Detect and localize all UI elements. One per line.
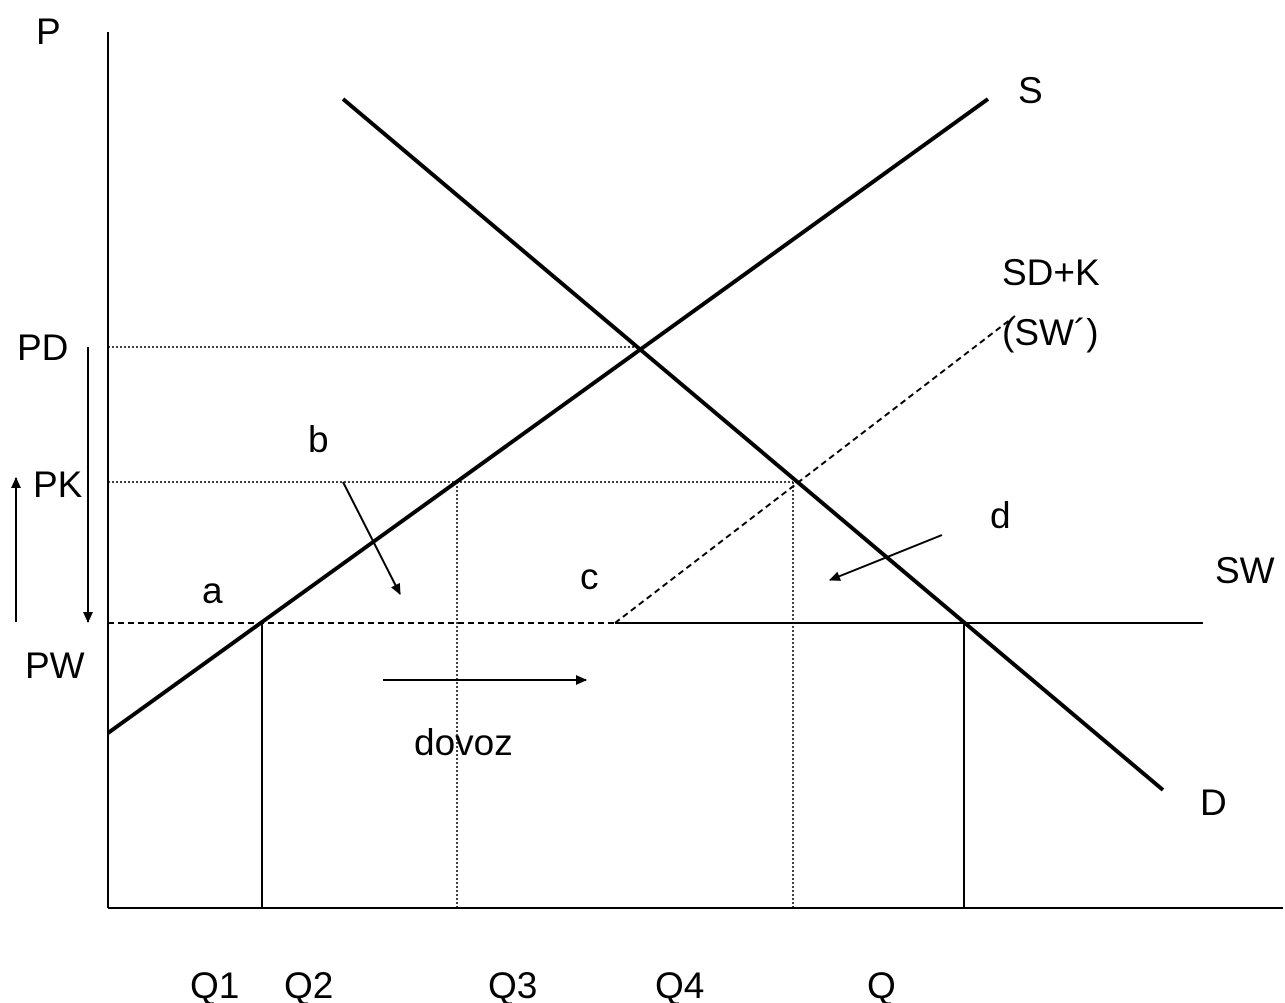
x-tick-q2: Q2 [284,965,333,1003]
x-tick-q4: Q4 [655,965,704,1003]
price-label-pk: PK [33,464,83,505]
shifted-supply-label-line1: SD+K [1002,252,1100,293]
demand-curve [341,97,1165,792]
x-tick-q3: Q3 [488,965,537,1003]
shifted-supply-label-line2: (SW´) [1002,312,1099,353]
x-tick-q: Q [867,965,896,1003]
imports-label: dovoz [414,722,513,763]
demand-curve-label: D [1200,782,1227,823]
supply-curve [106,97,990,735]
world-supply-label: SW [1215,550,1275,591]
shifted-supply-curve [614,315,1016,624]
area-label-b: b [308,419,329,460]
area-label-a: a [202,570,223,611]
price-label-pd: PD [17,327,68,368]
area-label-c: c [580,556,599,597]
area-b-pointer-arrow [342,481,401,595]
area-label-d: d [990,495,1011,536]
supply-curve-label: S [1018,70,1043,111]
area-d-pointer-arrow [829,534,943,581]
y-axis-label: P [36,11,61,52]
price-label-pw: PW [25,645,85,686]
x-tick-q1: Q1 [190,965,239,1003]
